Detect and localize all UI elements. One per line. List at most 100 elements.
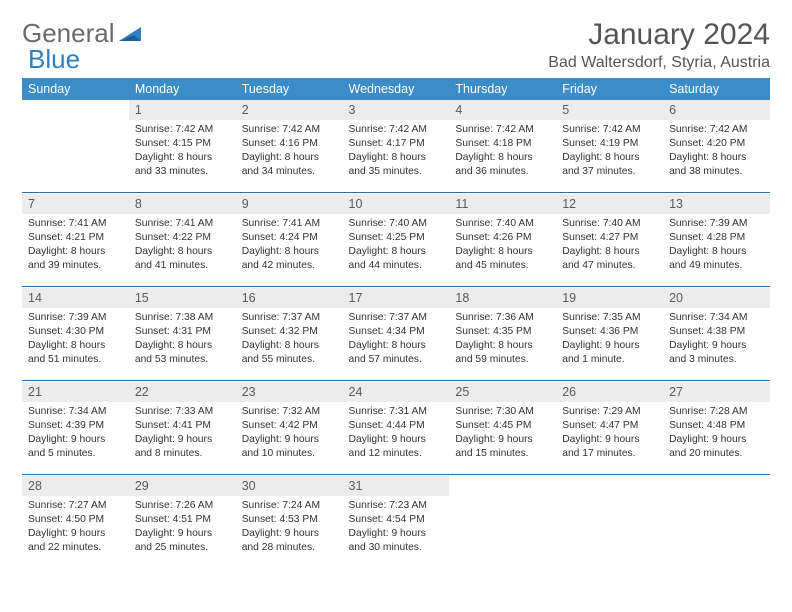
month-title: January 2024 [548,18,770,52]
day-details: Sunrise: 7:39 AMSunset: 4:30 PMDaylight:… [22,308,129,370]
weekday-thursday: Thursday [449,78,556,100]
day-details: Sunrise: 7:29 AMSunset: 4:47 PMDaylight:… [556,402,663,464]
day-details: Sunrise: 7:34 AMSunset: 4:39 PMDaylight:… [22,402,129,464]
day-cell: 10Sunrise: 7:40 AMSunset: 4:25 PMDayligh… [343,194,450,286]
day-number: 17 [343,288,450,308]
day-number: 6 [663,100,770,120]
header: General January 2024 Bad Waltersdorf, St… [22,18,770,72]
day-cell: 21Sunrise: 7:34 AMSunset: 4:39 PMDayligh… [22,382,129,474]
week-row: 21Sunrise: 7:34 AMSunset: 4:39 PMDayligh… [22,382,770,474]
week-row: 7Sunrise: 7:41 AMSunset: 4:21 PMDaylight… [22,194,770,286]
day-details: Sunrise: 7:40 AMSunset: 4:25 PMDaylight:… [343,214,450,276]
day-number: 21 [22,382,129,402]
day-cell: 30Sunrise: 7:24 AMSunset: 4:53 PMDayligh… [236,476,343,568]
day-cell: 24Sunrise: 7:31 AMSunset: 4:44 PMDayligh… [343,382,450,474]
day-cell: 29Sunrise: 7:26 AMSunset: 4:51 PMDayligh… [129,476,236,568]
weekday-sunday: Sunday [22,78,129,100]
day-number: 13 [663,194,770,214]
day-details: Sunrise: 7:42 AMSunset: 4:15 PMDaylight:… [129,120,236,182]
day-number: 14 [22,288,129,308]
day-number: 1 [129,100,236,120]
day-cell: 7Sunrise: 7:41 AMSunset: 4:21 PMDaylight… [22,194,129,286]
day-cell: 6Sunrise: 7:42 AMSunset: 4:20 PMDaylight… [663,100,770,192]
day-cell: 17Sunrise: 7:37 AMSunset: 4:34 PMDayligh… [343,288,450,380]
day-cell: 12Sunrise: 7:40 AMSunset: 4:27 PMDayligh… [556,194,663,286]
day-cell: 22Sunrise: 7:33 AMSunset: 4:41 PMDayligh… [129,382,236,474]
day-number: 18 [449,288,556,308]
day-cell: 5Sunrise: 7:42 AMSunset: 4:19 PMDaylight… [556,100,663,192]
day-cell: 20Sunrise: 7:34 AMSunset: 4:38 PMDayligh… [663,288,770,380]
calendar-body: 1Sunrise: 7:42 AMSunset: 4:15 PMDaylight… [22,100,770,568]
day-number: 31 [343,476,450,496]
brand-part2: Blue [28,44,80,75]
day-details: Sunrise: 7:30 AMSunset: 4:45 PMDaylight:… [449,402,556,464]
day-cell [556,476,663,568]
day-cell: 28Sunrise: 7:27 AMSunset: 4:50 PMDayligh… [22,476,129,568]
day-cell: 1Sunrise: 7:42 AMSunset: 4:15 PMDaylight… [129,100,236,192]
day-number: 20 [663,288,770,308]
day-details: Sunrise: 7:32 AMSunset: 4:42 PMDaylight:… [236,402,343,464]
day-number: 29 [129,476,236,496]
day-cell: 13Sunrise: 7:39 AMSunset: 4:28 PMDayligh… [663,194,770,286]
day-cell [663,476,770,568]
day-cell: 31Sunrise: 7:23 AMSunset: 4:54 PMDayligh… [343,476,450,568]
day-number: 12 [556,194,663,214]
day-cell: 27Sunrise: 7:28 AMSunset: 4:48 PMDayligh… [663,382,770,474]
day-details: Sunrise: 7:33 AMSunset: 4:41 PMDaylight:… [129,402,236,464]
day-number: 4 [449,100,556,120]
day-cell: 3Sunrise: 7:42 AMSunset: 4:17 PMDaylight… [343,100,450,192]
day-details: Sunrise: 7:42 AMSunset: 4:16 PMDaylight:… [236,120,343,182]
day-number: 27 [663,382,770,402]
day-number: 28 [22,476,129,496]
day-number: 30 [236,476,343,496]
day-details: Sunrise: 7:31 AMSunset: 4:44 PMDaylight:… [343,402,450,464]
day-cell: 9Sunrise: 7:41 AMSunset: 4:24 PMDaylight… [236,194,343,286]
day-cell: 4Sunrise: 7:42 AMSunset: 4:18 PMDaylight… [449,100,556,192]
day-details: Sunrise: 7:24 AMSunset: 4:53 PMDaylight:… [236,496,343,558]
day-cell: 14Sunrise: 7:39 AMSunset: 4:30 PMDayligh… [22,288,129,380]
day-details: Sunrise: 7:27 AMSunset: 4:50 PMDaylight:… [22,496,129,558]
week-row: 14Sunrise: 7:39 AMSunset: 4:30 PMDayligh… [22,288,770,380]
day-number: 26 [556,382,663,402]
day-number: 23 [236,382,343,402]
day-details: Sunrise: 7:40 AMSunset: 4:26 PMDaylight:… [449,214,556,276]
weekday-monday: Monday [129,78,236,100]
day-number: 22 [129,382,236,402]
day-cell: 18Sunrise: 7:36 AMSunset: 4:35 PMDayligh… [449,288,556,380]
day-cell: 2Sunrise: 7:42 AMSunset: 4:16 PMDaylight… [236,100,343,192]
day-details: Sunrise: 7:40 AMSunset: 4:27 PMDaylight:… [556,214,663,276]
day-details: Sunrise: 7:41 AMSunset: 4:24 PMDaylight:… [236,214,343,276]
day-cell: 11Sunrise: 7:40 AMSunset: 4:26 PMDayligh… [449,194,556,286]
day-details: Sunrise: 7:41 AMSunset: 4:21 PMDaylight:… [22,214,129,276]
day-cell: 8Sunrise: 7:41 AMSunset: 4:22 PMDaylight… [129,194,236,286]
day-number: 2 [236,100,343,120]
day-details: Sunrise: 7:42 AMSunset: 4:17 PMDaylight:… [343,120,450,182]
day-cell [22,100,129,192]
logo-triangle-icon [119,25,145,43]
day-details: Sunrise: 7:38 AMSunset: 4:31 PMDaylight:… [129,308,236,370]
day-details: Sunrise: 7:34 AMSunset: 4:38 PMDaylight:… [663,308,770,370]
day-number: 15 [129,288,236,308]
day-cell: 16Sunrise: 7:37 AMSunset: 4:32 PMDayligh… [236,288,343,380]
day-number: 25 [449,382,556,402]
day-details: Sunrise: 7:36 AMSunset: 4:35 PMDaylight:… [449,308,556,370]
day-number: 19 [556,288,663,308]
location-text: Bad Waltersdorf, Styria, Austria [548,54,770,72]
day-details: Sunrise: 7:42 AMSunset: 4:20 PMDaylight:… [663,120,770,182]
day-details: Sunrise: 7:41 AMSunset: 4:22 PMDaylight:… [129,214,236,276]
day-details: Sunrise: 7:42 AMSunset: 4:19 PMDaylight:… [556,120,663,182]
day-number: 3 [343,100,450,120]
week-row: 1Sunrise: 7:42 AMSunset: 4:15 PMDaylight… [22,100,770,192]
day-number: 7 [22,194,129,214]
day-details: Sunrise: 7:39 AMSunset: 4:28 PMDaylight:… [663,214,770,276]
day-number: 24 [343,382,450,402]
title-block: January 2024 Bad Waltersdorf, Styria, Au… [548,18,770,72]
weekday-tuesday: Tuesday [236,78,343,100]
day-cell [449,476,556,568]
day-number: 5 [556,100,663,120]
day-details: Sunrise: 7:37 AMSunset: 4:34 PMDaylight:… [343,308,450,370]
day-details: Sunrise: 7:42 AMSunset: 4:18 PMDaylight:… [449,120,556,182]
weekday-wednesday: Wednesday [343,78,450,100]
weekday-saturday: Saturday [663,78,770,100]
calendar-table: Sunday Monday Tuesday Wednesday Thursday… [22,78,770,568]
